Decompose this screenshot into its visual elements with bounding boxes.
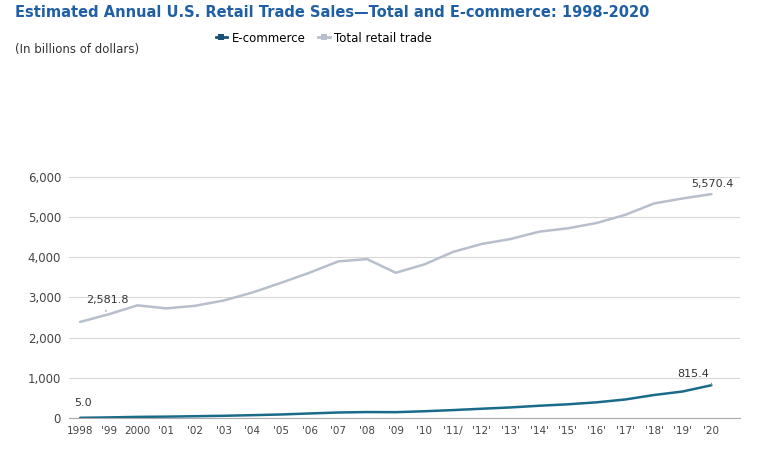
Text: 5,570.4: 5,570.4 xyxy=(691,179,734,189)
Text: Estimated Annual U.S. Retail Trade Sales—Total and E-commerce: 1998-2020: Estimated Annual U.S. Retail Trade Sales… xyxy=(15,5,649,20)
Text: (In billions of dollars): (In billions of dollars) xyxy=(15,43,140,56)
Text: 2,581.8: 2,581.8 xyxy=(86,294,128,304)
Text: 815.4: 815.4 xyxy=(677,369,709,379)
Legend: E-commerce, Total retail trade: E-commerce, Total retail trade xyxy=(211,27,436,49)
Text: 5.0: 5.0 xyxy=(75,398,92,408)
